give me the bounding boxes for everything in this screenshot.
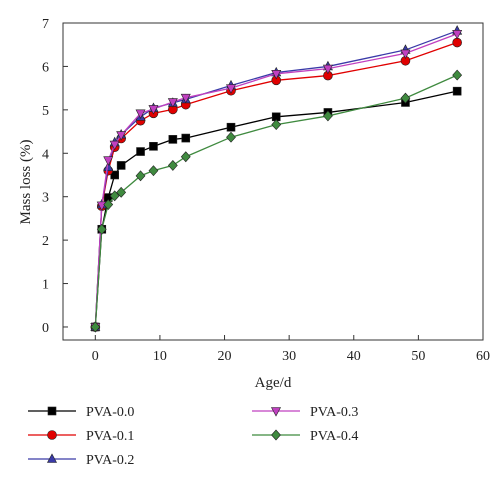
x-tick-label: 60 [476, 349, 490, 364]
data-point [103, 156, 114, 166]
data-point [103, 161, 114, 171]
plot-frame [62, 22, 484, 341]
x-tick-label: 40 [347, 349, 361, 364]
data-point [168, 135, 178, 144]
y-tick-label: 7 [42, 17, 49, 32]
data-point [226, 84, 236, 94]
data-point [167, 159, 178, 171]
data-point [452, 30, 463, 40]
data-point [322, 64, 333, 75]
legend-item: PVA-0.2 [28, 453, 134, 468]
data-point [110, 170, 119, 180]
data-point [90, 321, 101, 333]
legend-marker [47, 406, 57, 416]
data-point [135, 170, 146, 182]
data-point [148, 165, 159, 177]
legend-label: PVA-0.0 [86, 405, 134, 420]
data-point [226, 122, 236, 132]
data-point [271, 119, 282, 131]
legend-label: PVA-0.2 [86, 453, 134, 468]
x-tick-label: 10 [153, 349, 167, 364]
x-tick-label: 30 [282, 349, 296, 364]
legend-marker [271, 407, 281, 417]
legend-item: PVA-0.4 [252, 429, 358, 444]
series-pva-0-1 [90, 37, 462, 332]
data-point [116, 161, 126, 170]
data-point [96, 223, 107, 235]
y-tick-label: 0 [42, 321, 49, 336]
data-point [135, 109, 146, 119]
legend-marker [271, 429, 281, 441]
y-tick-label: 5 [42, 104, 49, 119]
legend: PVA-0.0 PVA-0.1 PVA-0.2 PVA-0.3 PVA-0.4 [28, 405, 358, 468]
data-point [452, 69, 463, 81]
y-axis-ticks: 0 1 2 3 4 5 6 7 [42, 17, 68, 336]
series-pva-0-4 [90, 69, 463, 333]
data-point [116, 186, 127, 198]
data-point [180, 151, 191, 163]
y-tick-label: 1 [42, 278, 49, 293]
legend-label: PVA-0.4 [310, 429, 358, 444]
y-tick-label: 4 [42, 147, 49, 162]
legend-label: PVA-0.1 [86, 429, 134, 444]
legend-item: PVA-0.3 [252, 405, 358, 420]
data-point [167, 98, 178, 108]
y-tick-label: 3 [42, 191, 49, 206]
data-point [452, 86, 462, 96]
series-line [94, 41, 458, 328]
x-axis-ticks: 0 10 20 30 40 50 60 [92, 335, 490, 364]
legend-item: PVA-0.1 [28, 429, 134, 444]
series-layer [90, 25, 463, 333]
data-point [109, 140, 120, 151]
y-axis-title: Mass loss (%) [18, 139, 34, 224]
x-axis-title: Age/d [255, 375, 292, 391]
series-pva-0-3 [90, 30, 463, 333]
y-tick-label: 6 [42, 60, 49, 75]
data-point [323, 110, 333, 122]
data-point [109, 190, 120, 202]
x-tick-label: 0 [92, 349, 99, 364]
data-point [400, 49, 411, 60]
x-tick-label: 50 [411, 349, 425, 364]
data-point [400, 92, 411, 104]
x-tick-label: 20 [218, 349, 232, 364]
legend-marker [47, 453, 57, 463]
data-point [136, 147, 145, 156]
data-point [226, 131, 236, 143]
data-point [180, 93, 191, 104]
legend-label: PVA-0.3 [310, 405, 358, 420]
legend-marker [47, 430, 57, 440]
y-tick-label: 2 [42, 234, 49, 249]
data-point [271, 70, 282, 80]
legend-item: PVA-0.0 [28, 405, 134, 420]
data-point [181, 133, 191, 143]
data-point [148, 105, 159, 115]
data-point [149, 142, 158, 151]
data-point [116, 131, 127, 141]
data-point [103, 199, 114, 210]
